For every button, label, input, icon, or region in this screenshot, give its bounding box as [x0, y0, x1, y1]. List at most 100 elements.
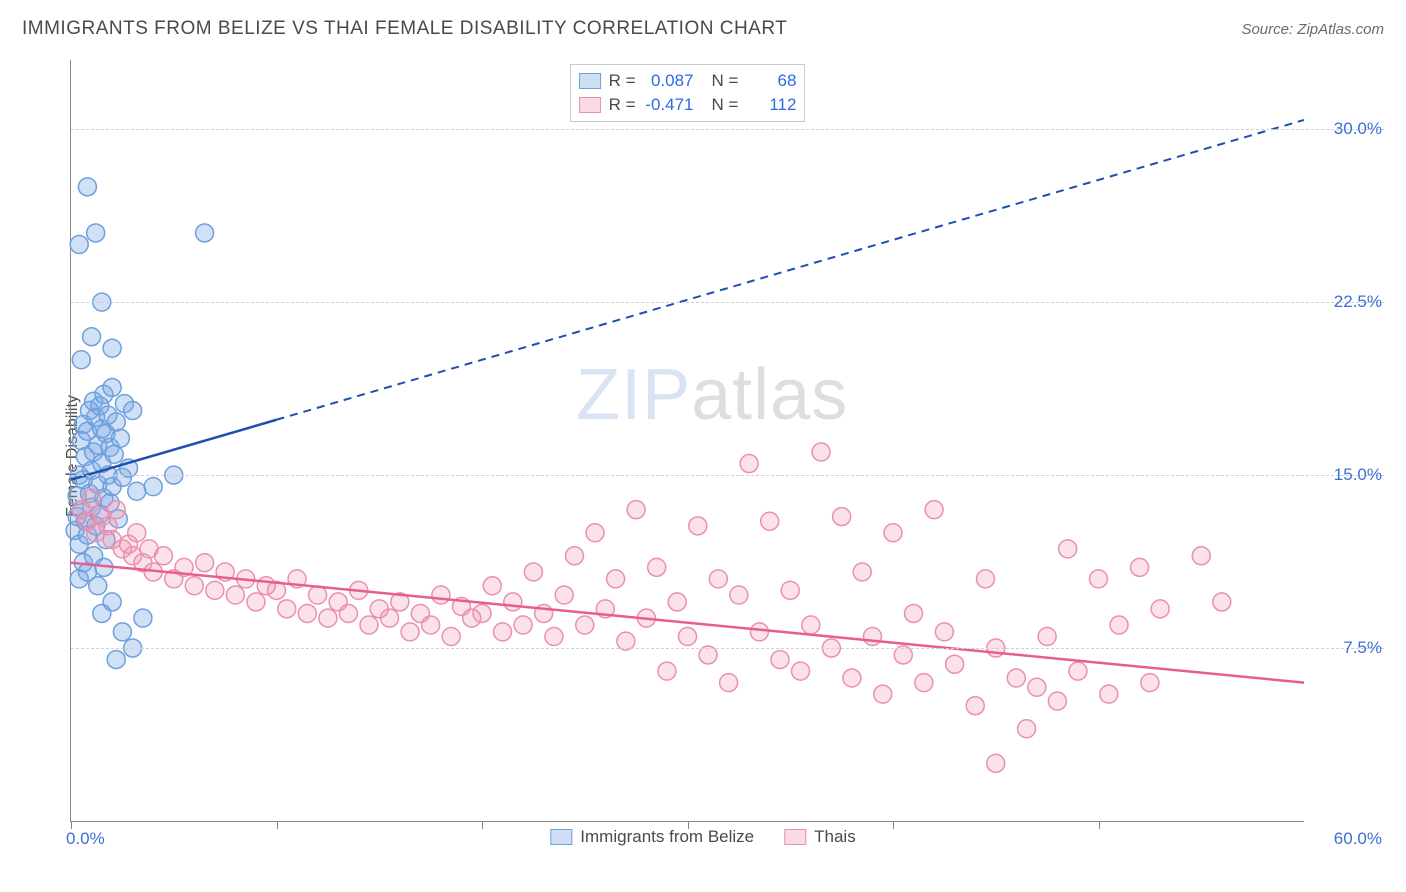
scatter-point [78, 178, 96, 196]
scatter-point [833, 508, 851, 526]
scatter-point [401, 623, 419, 641]
chart-title: IMMIGRANTS FROM BELIZE VS THAI FEMALE DI… [22, 18, 787, 40]
scatter-point [545, 628, 563, 646]
gridline [71, 475, 1384, 476]
scatter-point [679, 628, 697, 646]
scatter-point [298, 604, 316, 622]
scatter-point [905, 604, 923, 622]
scatter-point [925, 501, 943, 519]
scatter-point [247, 593, 265, 611]
scatter-point [206, 581, 224, 599]
scatter-point [196, 224, 214, 242]
scatter-point [689, 517, 707, 535]
legend-label: Thais [814, 827, 856, 847]
scatter-point [105, 445, 123, 463]
legend-swatch [784, 829, 806, 845]
scatter-point [1100, 685, 1118, 703]
scatter-point [781, 581, 799, 599]
scatter-point [668, 593, 686, 611]
gridline [71, 302, 1384, 303]
scatter-point [627, 501, 645, 519]
x-tick [71, 821, 72, 829]
scatter-point [494, 623, 512, 641]
bottom-legend-item: Immigrants from Belize [550, 827, 754, 847]
gridline [71, 129, 1384, 130]
scatter-point [863, 628, 881, 646]
scatter-point [987, 754, 1005, 772]
scatter-point [1110, 616, 1128, 634]
scatter-point [1213, 593, 1231, 611]
scatter-point [381, 609, 399, 627]
scatter-point [946, 655, 964, 673]
scatter-point [874, 685, 892, 703]
trend-projection [277, 120, 1305, 420]
scatter-point [1007, 669, 1025, 687]
scatter-point [87, 224, 105, 242]
scatter-point [83, 489, 101, 507]
scatter-point [83, 328, 101, 346]
scatter-point [648, 558, 666, 576]
scatter-point [1048, 692, 1066, 710]
scatter-point [432, 586, 450, 604]
x-tick [482, 821, 483, 829]
scatter-point [72, 351, 90, 369]
plot-svg [71, 60, 1304, 821]
scatter-point [226, 586, 244, 604]
scatter-point [976, 570, 994, 588]
scatter-point [709, 570, 727, 588]
scatter-point [154, 547, 172, 565]
scatter-point [658, 662, 676, 680]
scatter-point [473, 604, 491, 622]
scatter-point [107, 413, 125, 431]
y-tick-label: 22.5% [1334, 292, 1382, 312]
scatter-point [740, 455, 758, 473]
scatter-point [1069, 662, 1087, 680]
scatter-point [442, 628, 460, 646]
scatter-point [853, 563, 871, 581]
scatter-point [70, 235, 88, 253]
scatter-point [113, 623, 131, 641]
scatter-point [124, 402, 142, 420]
scatter-point [524, 563, 542, 581]
scatter-point [1151, 600, 1169, 618]
scatter-point [607, 570, 625, 588]
scatter-point [196, 554, 214, 572]
scatter-point [134, 609, 152, 627]
scatter-point [1090, 570, 1108, 588]
x-tick [893, 821, 894, 829]
y-tick-label: 30.0% [1334, 119, 1382, 139]
scatter-point [792, 662, 810, 680]
scatter-point [111, 429, 129, 447]
scatter-point [1131, 558, 1149, 576]
x-axis-min-label: 0.0% [66, 829, 105, 849]
scatter-point [514, 616, 532, 634]
scatter-point [1028, 678, 1046, 696]
scatter-point [128, 482, 146, 500]
scatter-point [935, 623, 953, 641]
scatter-point [1018, 720, 1036, 738]
scatter-point [107, 651, 125, 669]
scatter-point [966, 697, 984, 715]
legend-swatch [550, 829, 572, 845]
scatter-point [565, 547, 583, 565]
scatter-point [771, 651, 789, 669]
scatter-point [103, 378, 121, 396]
legend-label: Immigrants from Belize [580, 827, 754, 847]
gridline [71, 648, 1384, 649]
scatter-point [802, 616, 820, 634]
scatter-point [144, 478, 162, 496]
y-tick-label: 15.0% [1334, 465, 1382, 485]
scatter-point [1141, 674, 1159, 692]
scatter-point [103, 339, 121, 357]
scatter-point [278, 600, 296, 618]
scatter-point [504, 593, 522, 611]
scatter-point [720, 674, 738, 692]
scatter-point [884, 524, 902, 542]
scatter-point [185, 577, 203, 595]
scatter-point [750, 623, 768, 641]
scatter-point [576, 616, 594, 634]
chart-header: IMMIGRANTS FROM BELIZE VS THAI FEMALE DI… [0, 0, 1406, 50]
scatter-point [761, 512, 779, 530]
scatter-point [1192, 547, 1210, 565]
scatter-point [93, 604, 111, 622]
